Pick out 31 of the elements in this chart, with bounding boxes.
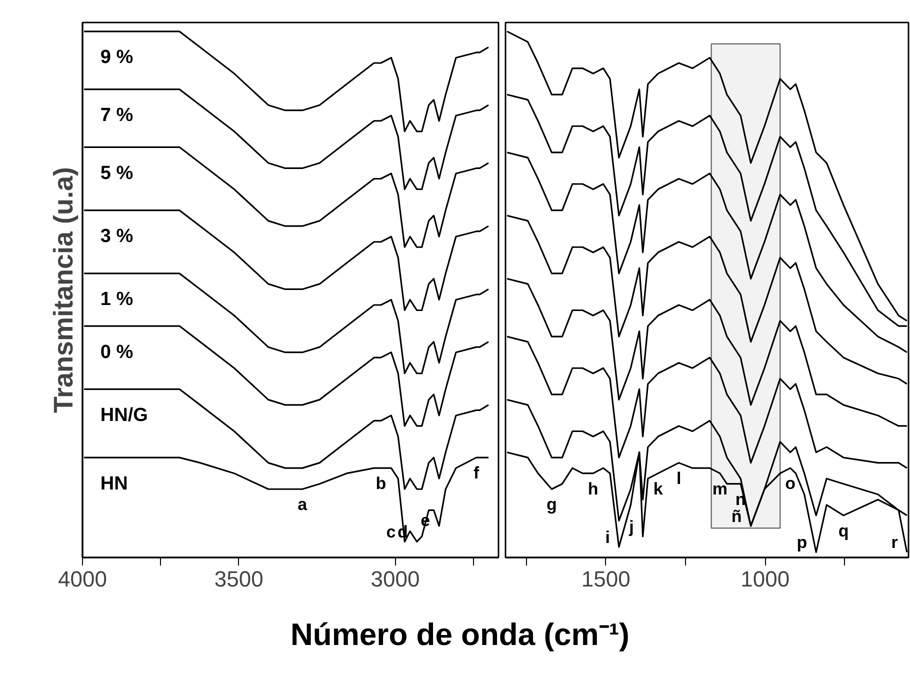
series-label: HN/G: [100, 404, 148, 426]
annotation: g: [546, 495, 557, 514]
series-label: 5 %: [100, 162, 134, 184]
series-label: 3 %: [100, 226, 134, 248]
annotation: f: [473, 464, 480, 483]
annotation: p: [796, 533, 808, 552]
series-label: 0 %: [100, 342, 134, 363]
series-label: HN: [100, 473, 128, 494]
annotation: k: [653, 479, 664, 498]
x-tick-label: 3000: [370, 566, 420, 592]
annotation: r: [891, 533, 898, 552]
x-tick-label: 4000: [58, 566, 107, 592]
x-tick-label: 3500: [214, 566, 264, 592]
series-label: 9 %: [100, 47, 134, 68]
y-axis-title: Transmitancia (u.a): [48, 166, 78, 414]
annotation: j: [628, 517, 634, 536]
x-axis-title: Número de onda (cm⁻¹): [290, 616, 630, 654]
annotation: b: [376, 474, 386, 494]
annotation: o: [785, 474, 796, 494]
x-tick-label: 1500: [581, 566, 630, 592]
series-label: 1 %: [100, 289, 134, 310]
annotation: c: [386, 522, 396, 542]
annotation: a: [298, 495, 308, 514]
annotation: h: [588, 479, 598, 498]
series-label: 7 %: [100, 105, 134, 126]
annotation: q: [838, 521, 849, 540]
annotation: i: [605, 528, 610, 547]
annotation: m: [712, 479, 728, 498]
annotation: ñ: [731, 506, 742, 526]
x-tick-label: 1000: [740, 566, 790, 592]
annotation: l: [676, 468, 682, 488]
